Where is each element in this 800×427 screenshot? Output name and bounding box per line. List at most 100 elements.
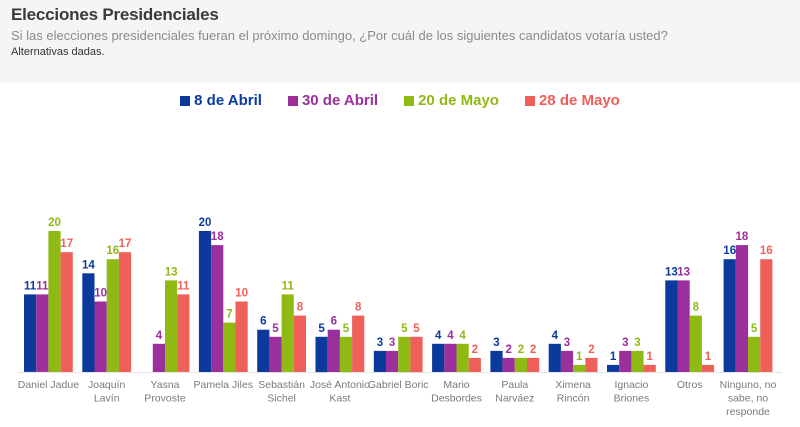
data-label: 1 [610, 351, 617, 363]
legend-label: 30 de Abril [301, 92, 379, 109]
x-tick-label: responde [726, 406, 770, 418]
data-label: 11 [36, 280, 49, 292]
page-title: Elecciones Presidenciales [11, 5, 219, 24]
x-tick-label: Pamela Jiles [194, 379, 254, 391]
data-label: 2 [505, 344, 511, 356]
data-label: 5 [318, 323, 325, 335]
legend-swatch [524, 95, 535, 106]
alternatives-note: Alternativas dadas. [11, 46, 105, 58]
x-tick-label: Gabriel Boric [368, 379, 429, 391]
bar [281, 294, 294, 372]
bar [585, 357, 598, 372]
bar [24, 294, 37, 372]
data-label: 18 [211, 231, 224, 243]
data-label: 11 [177, 280, 190, 292]
x-tick-label: Narváez [495, 393, 534, 405]
data-label: 2 [518, 344, 524, 356]
bar [432, 343, 445, 372]
bar [560, 350, 574, 372]
data-label: 7 [226, 309, 232, 321]
x-tick-label: Joaquín [88, 379, 126, 391]
legend-item: 28 de Mayo [524, 92, 620, 109]
bar [269, 336, 282, 373]
bar [723, 259, 736, 372]
bar [514, 357, 527, 372]
data-label: 16 [723, 245, 736, 257]
bar [82, 273, 95, 372]
data-label: 3 [389, 337, 395, 349]
bar [118, 252, 132, 372]
x-tick-label: Yasna [151, 379, 180, 391]
legend-item: 30 de Abril [287, 92, 379, 109]
x-tick-label: Kast [329, 393, 350, 405]
data-label: 1 [705, 351, 712, 363]
data-label: 2 [588, 344, 594, 356]
data-label: 2 [472, 344, 478, 356]
bar [677, 280, 690, 372]
chart-legend: 8 de Abril 30 de Abril 20 de Mayo 28 de May… [0, 92, 800, 109]
data-label: 5 [751, 323, 758, 335]
legend-swatch [404, 95, 415, 106]
legend-swatch [287, 95, 298, 106]
bar [527, 357, 540, 372]
data-label: 6 [260, 316, 266, 328]
bar [373, 350, 386, 372]
bar [490, 350, 503, 372]
data-label: 11 [282, 280, 295, 292]
data-label: 2 [530, 344, 536, 356]
data-label: 13 [165, 266, 178, 278]
bar [689, 315, 702, 372]
bar [607, 364, 620, 372]
bar [760, 259, 773, 372]
data-label: 5 [343, 323, 350, 335]
x-tick-label: Ninguno, no [720, 379, 777, 391]
bar [106, 259, 119, 372]
bar [327, 329, 340, 372]
x-tick-label: Provoste [144, 393, 186, 405]
data-label: 4 [447, 330, 454, 342]
question-subtitle: Si las elecciones presidenciales fueran … [11, 28, 668, 43]
data-label: 10 [235, 288, 248, 300]
data-label: 5 [413, 323, 420, 335]
legend-swatch [180, 95, 191, 106]
data-label: 4 [459, 330, 466, 342]
data-label: 18 [736, 231, 749, 243]
bar [643, 364, 656, 372]
x-tick-label: Mario [443, 379, 469, 391]
bar [60, 252, 73, 372]
bar [619, 350, 632, 372]
x-tick-label: Ximena [555, 379, 591, 391]
legend-item: 8 de Abril [180, 92, 262, 109]
bar [165, 280, 178, 372]
bar [152, 343, 165, 372]
header-band: Elecciones Presidenciales Si las eleccio… [0, 0, 800, 83]
data-label: 5 [272, 323, 279, 335]
bar [410, 336, 423, 373]
bar [48, 231, 61, 372]
x-tick-label: Sebastián [258, 379, 305, 391]
legend-label: 28 de Mayo [538, 92, 620, 109]
bar [748, 336, 761, 373]
data-label: 5 [401, 323, 408, 335]
data-label: 14 [82, 259, 95, 271]
bar [398, 336, 411, 373]
bar [386, 350, 399, 372]
x-tick-label: Ignacio [614, 379, 648, 391]
x-tick-label: Paula [501, 379, 528, 391]
x-tick-label: Lavín [94, 393, 120, 405]
bar [735, 245, 748, 372]
data-label: 1 [646, 351, 653, 363]
data-label: 3 [493, 337, 499, 349]
bar [211, 245, 224, 372]
data-label: 1 [576, 351, 583, 363]
data-label: 11 [24, 280, 37, 292]
bar [223, 322, 236, 372]
data-label: 10 [94, 288, 107, 300]
x-tick-label: José Antonio [310, 379, 370, 391]
data-label: 4 [552, 330, 559, 342]
data-label: 20 [199, 217, 212, 229]
data-label: 20 [48, 217, 61, 229]
bar [177, 294, 190, 372]
x-tick-label: Otros [677, 379, 703, 391]
